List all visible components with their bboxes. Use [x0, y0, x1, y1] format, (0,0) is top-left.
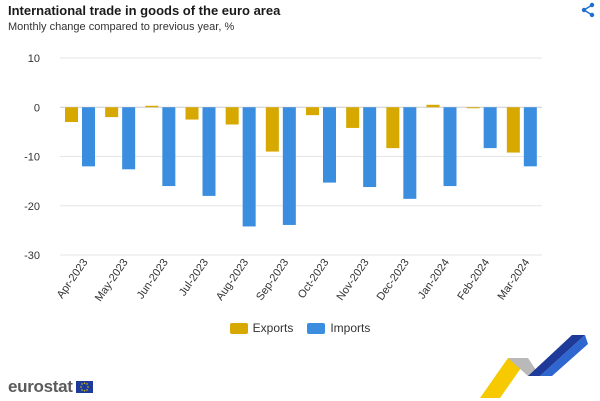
bar-imports[interactable] [82, 107, 95, 167]
bar-exports[interactable] [65, 107, 78, 123]
bar-imports[interactable] [323, 107, 336, 183]
bar-imports[interactable] [282, 107, 296, 225]
bar-chart: 10 0 -10 -20 -30 Apr-2023 May-2023 Jun-2023 Jul-… [24, 53, 542, 304]
x-tick-label: Jul-2023 [177, 257, 211, 298]
y-tick-label: -20 [24, 201, 40, 213]
share-icon[interactable] [580, 2, 596, 18]
legend-label-exports: Exports [252, 321, 294, 335]
x-tick-label: Dec-2023 [375, 257, 412, 303]
legend-item-imports[interactable]: Imports [307, 321, 370, 335]
bar-exports[interactable] [265, 107, 279, 152]
bar-exports[interactable] [225, 107, 239, 125]
y-tick-label: -10 [24, 152, 40, 164]
bar-imports[interactable] [202, 107, 216, 196]
legend-swatch-exports [229, 322, 248, 334]
bar-imports[interactable] [122, 107, 136, 170]
bar-exports[interactable] [386, 107, 400, 149]
legend-label-imports: Imports [330, 321, 371, 335]
x-tick-label: Mar-2024 [496, 257, 533, 302]
bar-exports[interactable] [185, 107, 199, 120]
y-tick-label: 10 [28, 53, 40, 65]
legend-swatch-imports [307, 322, 326, 334]
bar-imports[interactable] [523, 107, 537, 167]
x-tick-label: Sep-2023 [254, 257, 291, 303]
eu-flag-icon [75, 381, 93, 393]
x-tick-label: Jan-2024 [416, 257, 452, 301]
bar-exports[interactable] [506, 107, 520, 153]
bar-imports[interactable] [443, 107, 457, 187]
decorative-ribbon [480, 335, 588, 398]
y-tick-label: -30 [24, 250, 40, 262]
bar-imports[interactable] [403, 107, 417, 199]
bar-imports[interactable] [483, 107, 497, 149]
eurostat-logo: eurostat [8, 377, 93, 397]
x-tick-label: Nov-2023 [335, 257, 372, 303]
bar-exports[interactable] [145, 105, 159, 108]
x-tick-label: Feb-2024 [455, 257, 492, 302]
legend-item-exports[interactable]: Exports [229, 321, 294, 335]
bar-imports[interactable] [242, 107, 256, 227]
chart-title: International trade in goods of the euro… [8, 3, 281, 18]
bar-exports[interactable] [105, 107, 119, 118]
chart-legend: Exports Imports [0, 321, 600, 335]
logo-text: eurostat [8, 377, 73, 396]
bar-exports[interactable] [346, 107, 360, 128]
x-tick-label: Aug-2023 [214, 257, 251, 303]
x-tick-label: Apr-2023 [55, 257, 91, 301]
bar-imports[interactable] [162, 107, 176, 187]
x-tick-label: May-2023 [93, 257, 131, 304]
x-tick-label: Jun-2023 [135, 257, 171, 301]
bar-imports[interactable] [363, 107, 377, 188]
bar-exports[interactable] [466, 107, 480, 109]
chart-subtitle: Monthly change compared to previous year… [8, 21, 235, 33]
y-tick-label: 0 [34, 102, 40, 114]
x-tick-label: Oct-2023 [296, 257, 332, 301]
bar-exports[interactable] [426, 104, 440, 108]
bar-exports[interactable] [306, 107, 319, 116]
